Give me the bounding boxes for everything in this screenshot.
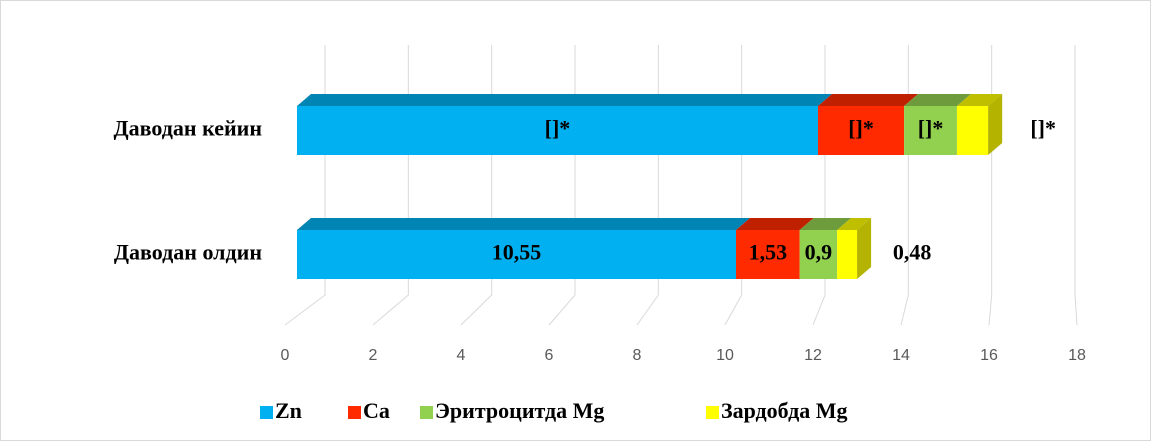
bar-top bbox=[817, 94, 919, 106]
bar-top bbox=[956, 94, 1003, 106]
bar-top bbox=[297, 218, 750, 230]
bar-top bbox=[735, 218, 814, 230]
x-tick-label: 6 bbox=[545, 347, 554, 364]
legend-label: Эритроцитда Mg bbox=[435, 398, 604, 423]
legend-label: Ca bbox=[363, 398, 390, 423]
legend-label: Зардобда Mg bbox=[721, 398, 848, 423]
bar bbox=[837, 230, 858, 279]
category-label: Даводан олдин bbox=[114, 240, 262, 265]
bar-top bbox=[799, 218, 852, 230]
x-tick-label: 12 bbox=[804, 347, 822, 364]
bar bbox=[817, 106, 905, 155]
data-label: 10,55 bbox=[492, 240, 542, 265]
legend-swatch bbox=[348, 406, 361, 419]
bar-top bbox=[904, 94, 971, 106]
x-tick-label: 14 bbox=[892, 347, 910, 364]
data-label: 0,9 bbox=[805, 240, 833, 265]
bar bbox=[904, 106, 957, 155]
data-label: []* bbox=[918, 116, 944, 141]
legend-swatch bbox=[420, 406, 433, 419]
x-tick-label: 8 bbox=[633, 347, 642, 364]
category-label: Даводан кейин bbox=[114, 116, 263, 141]
x-tick-label: 0 bbox=[281, 347, 290, 364]
data-label: 0,48 bbox=[893, 240, 932, 265]
legend-swatch bbox=[260, 406, 273, 419]
x-tick-label: 18 bbox=[1068, 347, 1086, 364]
bar bbox=[956, 106, 989, 155]
bar-side bbox=[857, 218, 872, 279]
data-label: []* bbox=[545, 116, 571, 141]
bar bbox=[735, 230, 800, 279]
legend-swatch bbox=[706, 406, 719, 419]
data-label: []* bbox=[1030, 116, 1056, 141]
x-tick-label: 2 bbox=[369, 347, 378, 364]
bar-side bbox=[988, 94, 1003, 155]
x-tick-label: 4 bbox=[457, 347, 466, 364]
data-label: []* bbox=[848, 116, 874, 141]
data-label: 1,53 bbox=[749, 240, 788, 265]
x-tick-label: 16 bbox=[980, 347, 998, 364]
bar bbox=[799, 230, 838, 279]
bar-top bbox=[297, 94, 832, 106]
bar bbox=[297, 106, 818, 155]
grid-line bbox=[1074, 45, 1078, 326]
x-tick-label: 10 bbox=[716, 347, 734, 364]
legend-label: Zn bbox=[275, 398, 302, 423]
bar-top bbox=[837, 218, 872, 230]
bar bbox=[297, 230, 736, 279]
